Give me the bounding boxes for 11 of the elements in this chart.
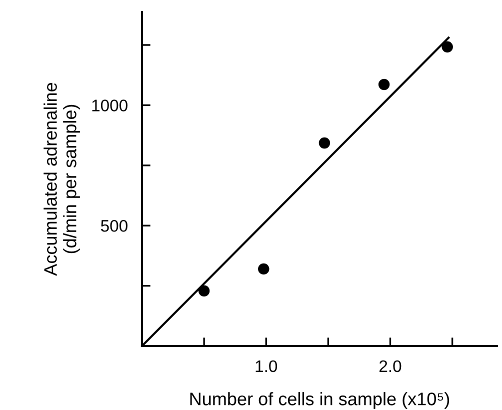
y-tick-label: 1000 [92,100,128,112]
x-axis-title: Number of cells in sample (x10⁵) [190,392,450,409]
point [318,137,330,149]
x-tick-label: 2.0 [380,360,402,372]
y-axis-title: Accumulated adrenaline (d/min per sample) [44,82,80,276]
point [258,263,270,275]
point [442,41,453,53]
x-tick-label: 1.0 [256,360,278,372]
point [198,285,210,296]
point [378,78,390,90]
y-tick-label: 500 [100,220,128,232]
